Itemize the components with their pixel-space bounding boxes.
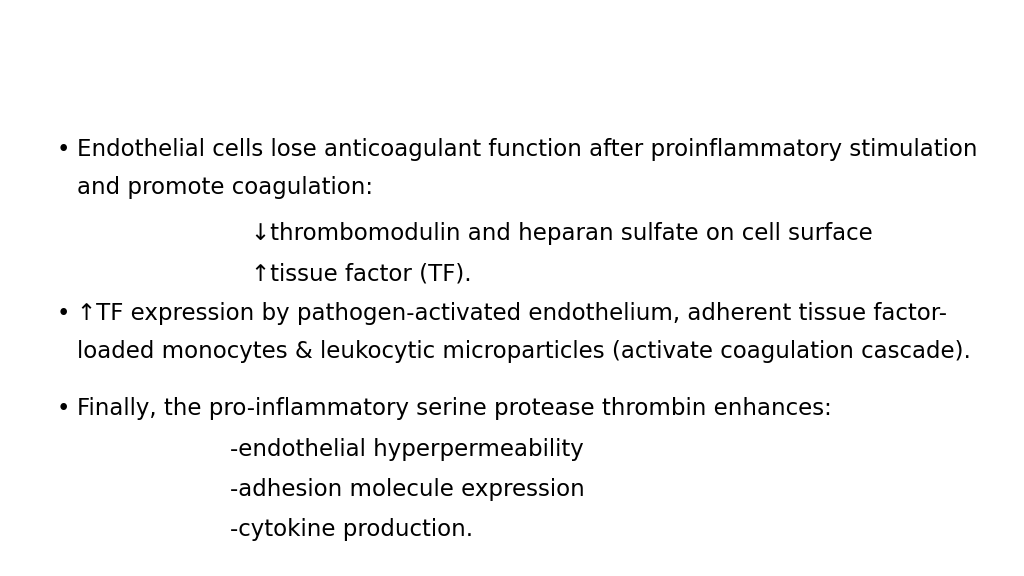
Text: ↓thrombomodulin and heparan sulfate on cell surface: ↓thrombomodulin and heparan sulfate on c… xyxy=(251,222,872,245)
Text: -cytokine production.: -cytokine production. xyxy=(230,518,473,541)
Text: •: • xyxy=(56,397,70,420)
Text: and promote coagulation:: and promote coagulation: xyxy=(77,176,373,199)
Text: •: • xyxy=(56,138,70,161)
Text: ↑tissue factor (TF).: ↑tissue factor (TF). xyxy=(251,262,471,285)
Text: loaded monocytes & leukocytic microparticles (activate coagulation cascade).: loaded monocytes & leukocytic microparti… xyxy=(77,340,971,363)
Text: Endothelial cells lose anticoagulant function after proinflammatory stimulation: Endothelial cells lose anticoagulant fun… xyxy=(77,138,977,161)
Text: -endothelial hyperpermeability: -endothelial hyperpermeability xyxy=(230,438,584,461)
Text: Finally, the pro-inflammatory serine protease thrombin enhances:: Finally, the pro-inflammatory serine pro… xyxy=(77,397,831,420)
Text: •: • xyxy=(56,302,70,325)
Text: -adhesion molecule expression: -adhesion molecule expression xyxy=(230,478,585,501)
Text: ↑TF expression by pathogen-activated endothelium, adherent tissue factor-: ↑TF expression by pathogen-activated end… xyxy=(77,302,947,325)
